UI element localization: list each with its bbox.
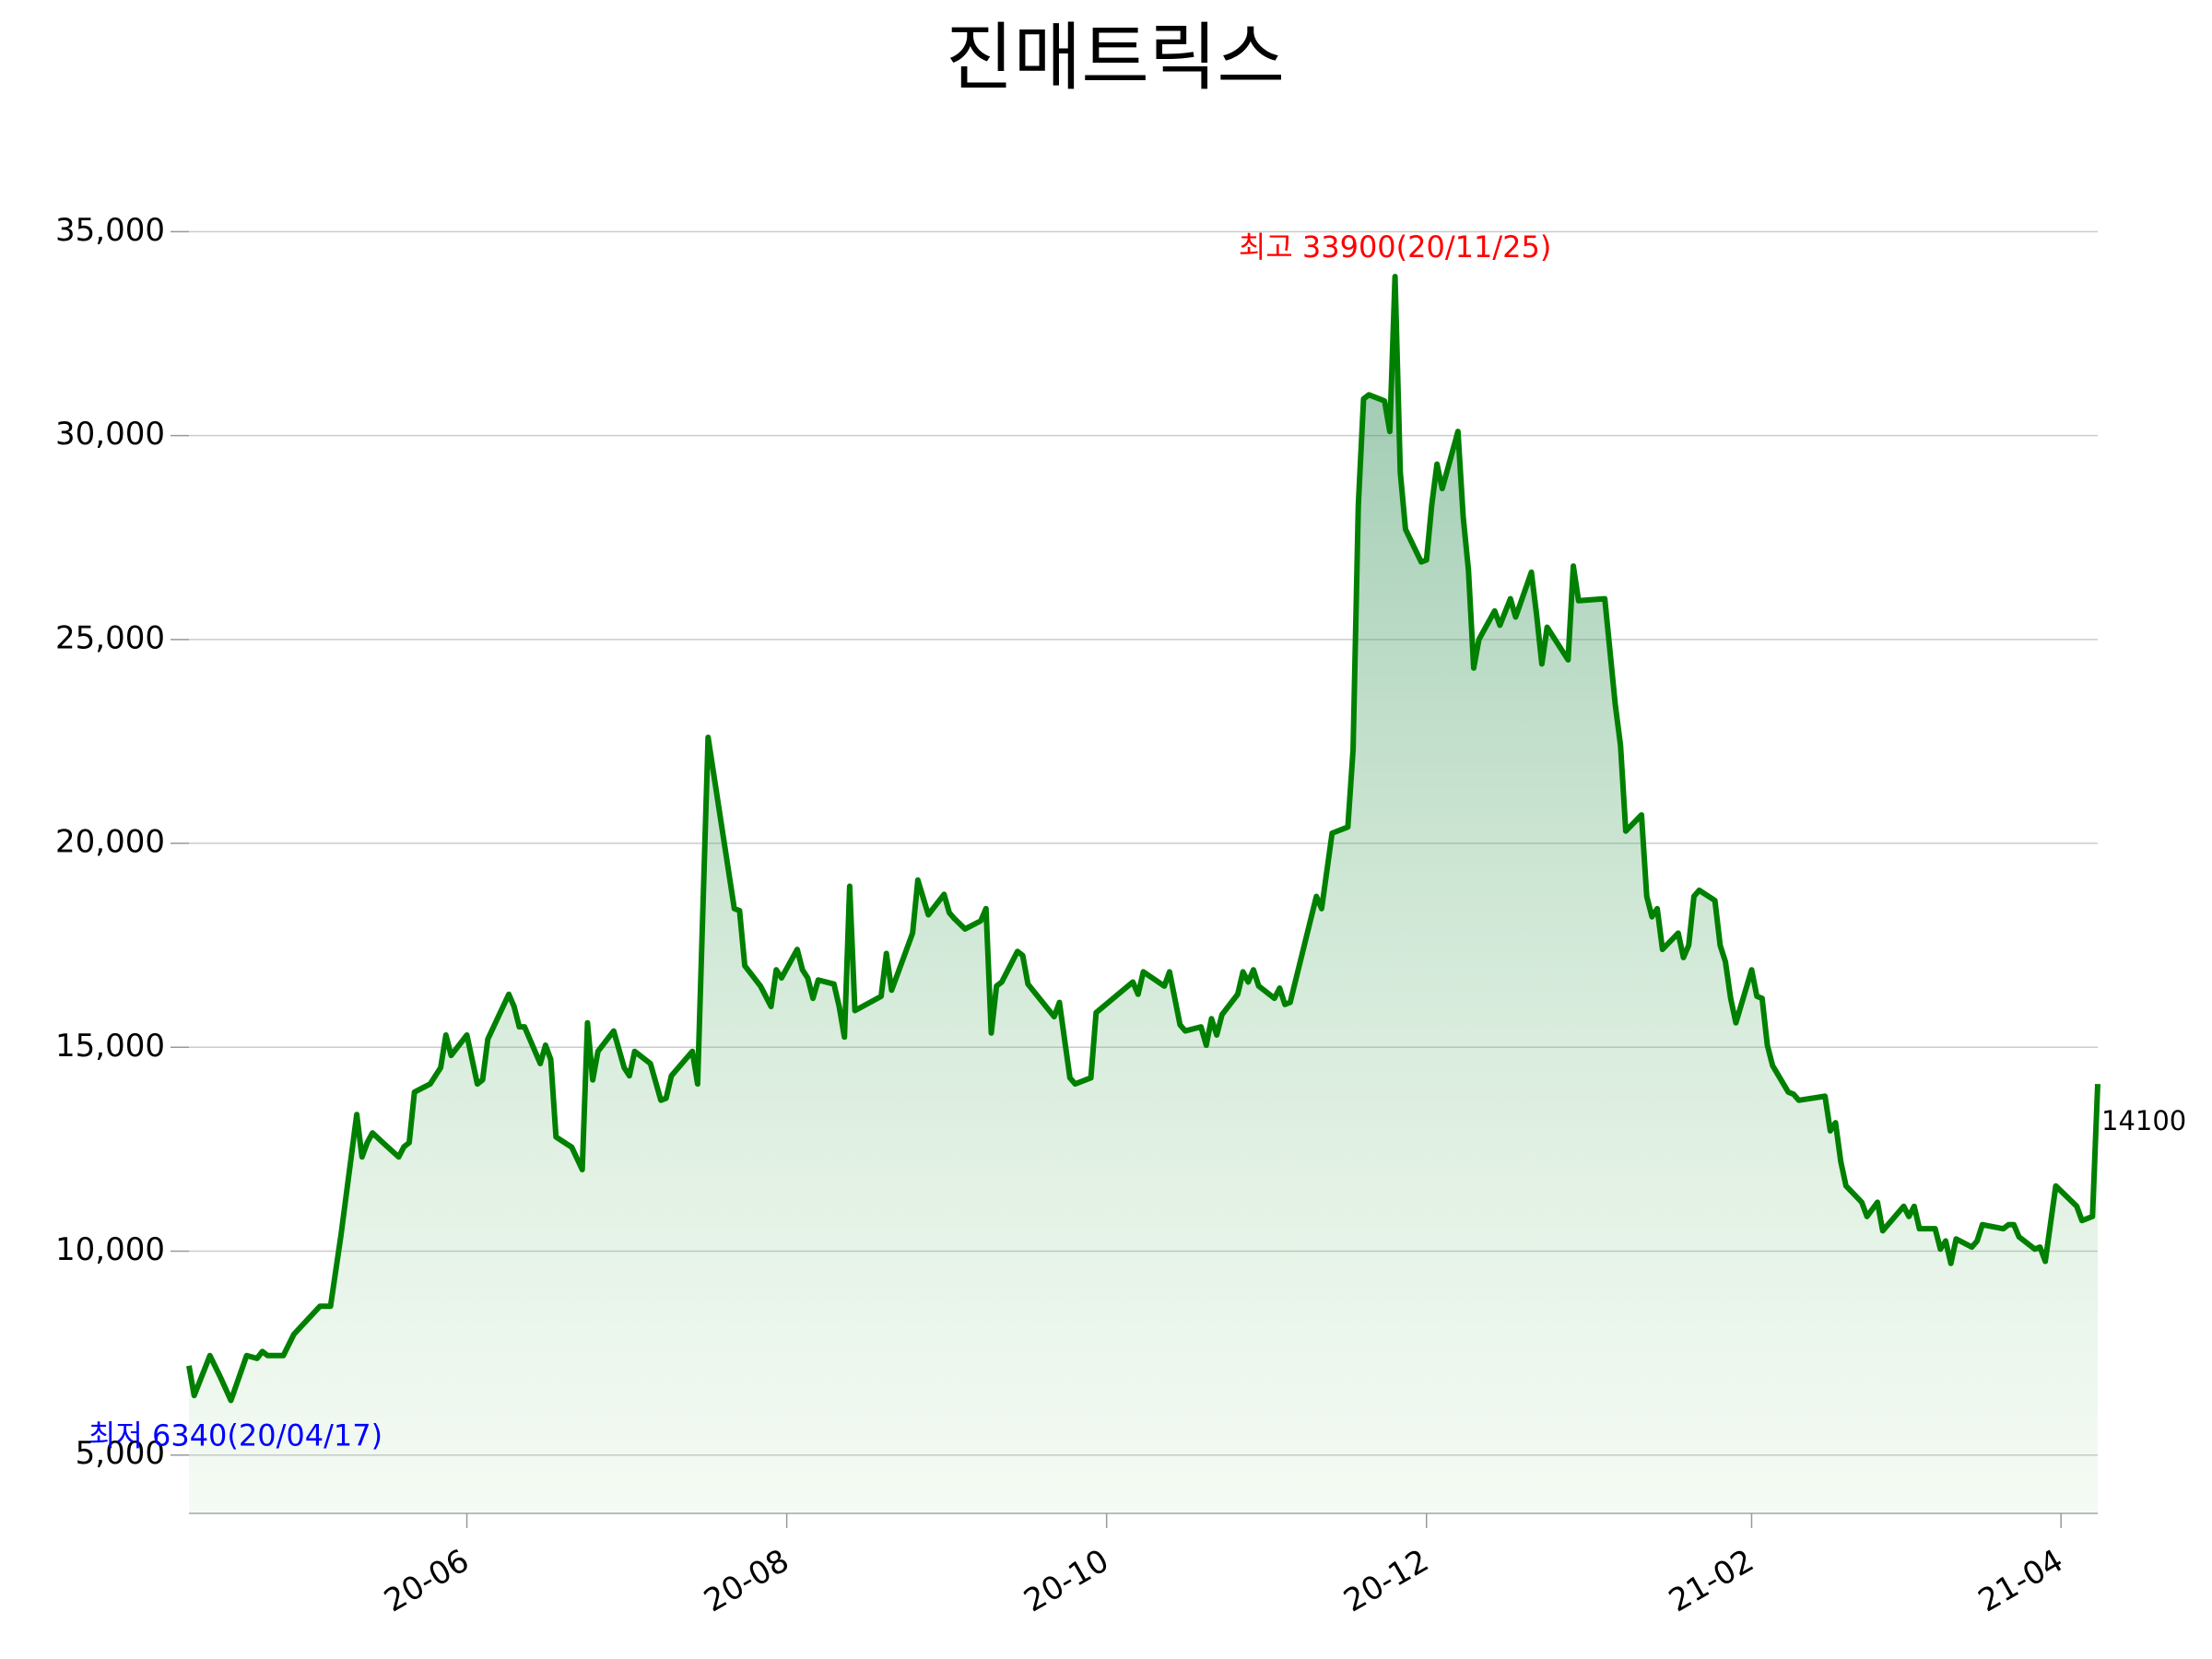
chart-title: 진매트릭스 (946, 15, 1285, 100)
y-tick-label: 35,000 (55, 212, 165, 249)
min-annotation: 최저 6340(20/04/17) (88, 1418, 382, 1453)
x-tick-label: 20-08 (698, 1542, 795, 1619)
y-tick-label: 20,000 (55, 824, 165, 861)
y-tick-label: 10,000 (55, 1231, 165, 1268)
y-tick-label: 25,000 (55, 619, 165, 656)
x-tick-label: 21-04 (1972, 1542, 2070, 1619)
y-tick-label: 15,000 (55, 1028, 165, 1065)
y-tick-label: 30,000 (55, 416, 165, 453)
max-annotation: 최고 33900(20/11/25) (1239, 229, 1552, 265)
x-tick-label: 20-12 (1337, 1542, 1435, 1619)
last-annotation: 14100 (2101, 1105, 2186, 1136)
y-tick-label: 5,000 (76, 1435, 165, 1472)
x-tick-label: 21-02 (1663, 1542, 1760, 1619)
x-tick-label: 20-06 (378, 1542, 476, 1619)
line (186, 274, 2100, 1404)
x-tick-label: 20-10 (1018, 1542, 1115, 1619)
area-fill (189, 276, 2098, 1513)
